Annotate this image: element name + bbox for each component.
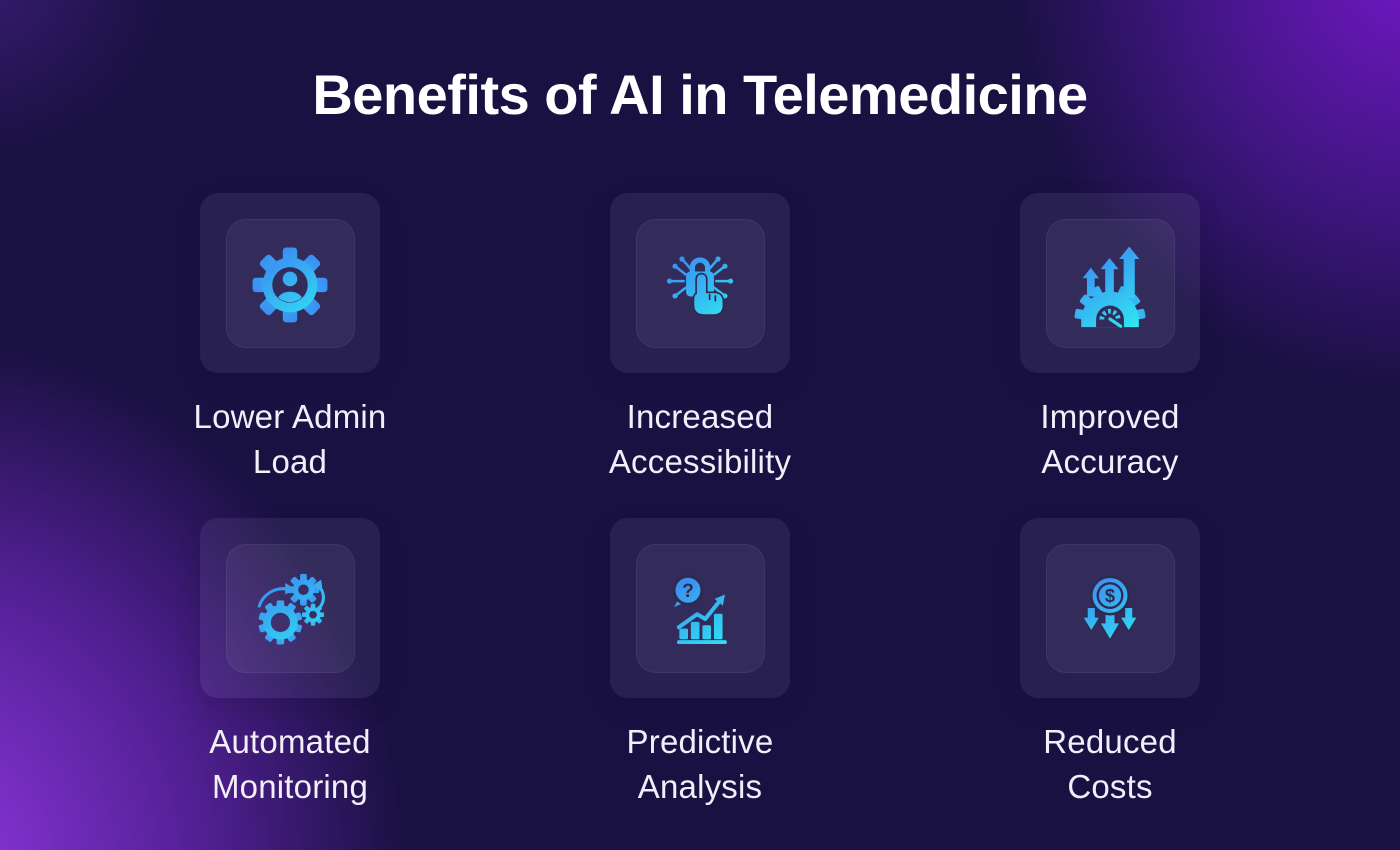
benefit-cell-reduced-costs: $ Reduced Costs <box>1020 518 1200 843</box>
benefit-label: Reduced Costs <box>1043 723 1177 805</box>
benefit-label: Automated Monitoring <box>209 723 371 805</box>
automation-gears-icon <box>257 573 325 645</box>
icon-tile <box>225 543 355 673</box>
benefit-card: ? <box>610 518 790 698</box>
benefit-cell-increased-accessibility: Increased Accessibility <box>609 193 791 518</box>
icon-tile <box>225 218 355 348</box>
dollar-down-arrows-icon: $ <box>1082 575 1138 640</box>
benefit-label: Lower Admin Load <box>193 398 387 480</box>
benefit-label: Improved Accuracy <box>1040 398 1180 480</box>
benefit-label: Predictive Analysis <box>626 723 774 805</box>
benefit-cell-automated-monitoring: Automated Monitoring <box>200 518 380 843</box>
benefit-card <box>1020 193 1200 373</box>
benefit-card <box>200 518 380 698</box>
growth-arrows-gauge-icon <box>1074 246 1146 328</box>
benefit-card <box>200 193 380 373</box>
benefit-card <box>610 193 790 373</box>
dollar-glyph: $ <box>1105 585 1115 606</box>
page-title: Benefits of AI in Telemedicine <box>312 63 1088 126</box>
circuit-lock-touch-icon <box>666 256 734 316</box>
icon-tile: ? <box>635 543 765 673</box>
benefit-card: $ <box>1020 518 1200 698</box>
icon-tile <box>1045 218 1175 348</box>
benefit-label: Increased Accessibility <box>608 398 792 480</box>
gear-user-icon <box>252 247 328 323</box>
icon-tile: $ <box>1045 543 1175 673</box>
benefit-cell-predictive-analysis: ? Predictive Analysis <box>610 518 790 843</box>
benefit-cell-improved-accuracy: Improved Accuracy <box>1020 193 1200 518</box>
benefits-grid: Lower Admin Load <box>85 193 1315 843</box>
icon-tile <box>635 218 765 348</box>
question-glyph: ? <box>682 581 694 602</box>
forecast-chart-icon: ? <box>672 574 727 644</box>
benefit-cell-lower-admin-load: Lower Admin Load <box>194 193 387 518</box>
